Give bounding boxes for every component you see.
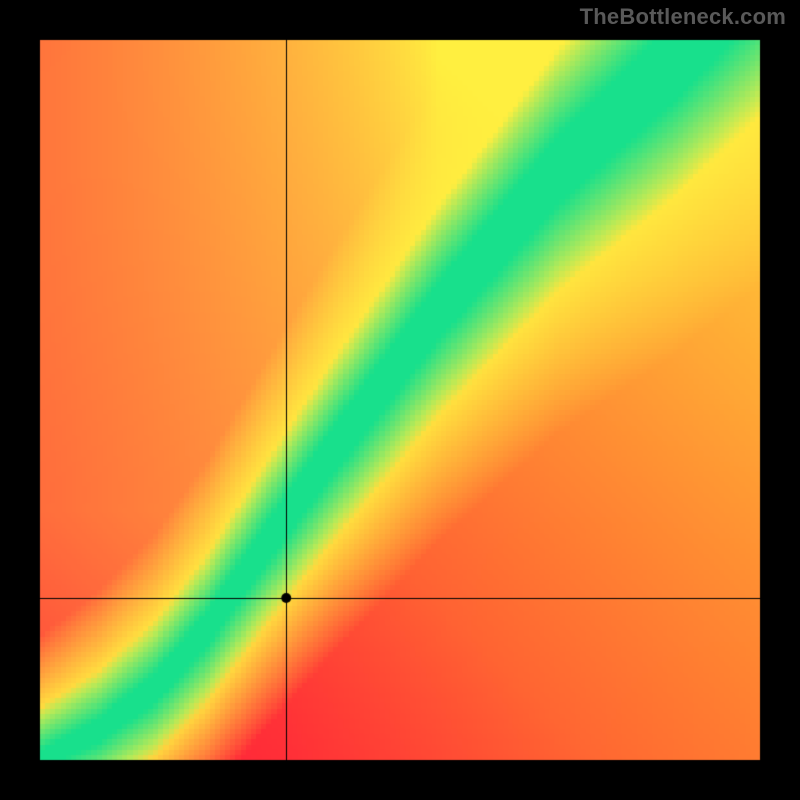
heatmap-canvas — [0, 0, 800, 800]
chart-frame: TheBottleneck.com — [0, 0, 800, 800]
watermark-text: TheBottleneck.com — [580, 4, 786, 30]
